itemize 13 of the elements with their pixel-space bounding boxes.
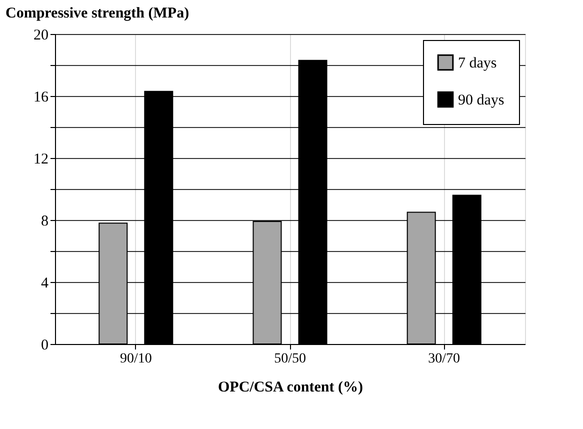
- x-axis-title: OPC/CSA content (%): [218, 380, 363, 396]
- x-tick-label: 90/10: [120, 352, 152, 366]
- y-tick-label: 4: [41, 276, 49, 292]
- y-tick-label: 8: [41, 214, 48, 230]
- x-tick-label: 50/50: [274, 352, 306, 366]
- y-tick-label: 20: [34, 28, 48, 44]
- y-tick-label: 12: [34, 152, 48, 168]
- legend-label: 7 days: [458, 56, 497, 72]
- x-tick-label: 30/70: [428, 352, 460, 366]
- y-tick-label: 0: [41, 338, 48, 354]
- y-axis-title: Compressive strength (MPa): [6, 6, 190, 22]
- legend-label: 90 days: [458, 92, 504, 108]
- y-tick-label: 16: [34, 90, 49, 106]
